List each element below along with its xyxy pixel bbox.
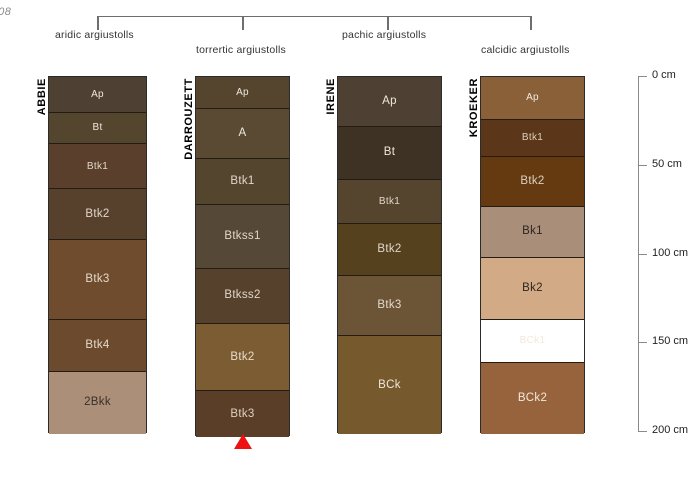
horizon-label: Btk3 bbox=[377, 299, 402, 312]
horizon-label: 2Bkk bbox=[84, 396, 111, 409]
depth-label-200: 200 cm bbox=[652, 424, 689, 436]
bracket-tick-calcidic bbox=[530, 16, 532, 30]
horizon-ap[interactable]: Ap bbox=[49, 77, 146, 113]
horizon-label: Btk2 bbox=[377, 243, 402, 256]
horizon-btk3[interactable]: Btk3 bbox=[49, 240, 146, 321]
depth-label-50: 50 cm bbox=[652, 157, 682, 170]
horizon-label: Ap bbox=[382, 95, 397, 108]
horizon-label: Btk2 bbox=[85, 207, 110, 220]
classification-label-aridic: aridic argiustolls bbox=[55, 29, 134, 41]
horizon-label: Ap bbox=[91, 88, 104, 100]
depth-label-100: 100 cm bbox=[652, 246, 689, 259]
profile-name-kroeker: KROEKER bbox=[468, 78, 480, 138]
soil-profile-darrouzett[interactable]: Ap A Btk1 Btkss1 Btkss2 Btk2 Btk3 bbox=[195, 76, 290, 438]
soil-profile-irene[interactable]: Ap Bt Btk1 Btk2 Btk3 BCk bbox=[337, 76, 442, 434]
horizon-label: Bt bbox=[92, 122, 103, 134]
horizon-btk3[interactable]: Btk3 bbox=[338, 275, 441, 337]
horizon-label: Btk2 bbox=[230, 350, 255, 363]
horizon-label: Btk2 bbox=[520, 174, 545, 187]
horizon-label: Bt bbox=[383, 146, 396, 159]
horizon-label: Btk1 bbox=[521, 132, 544, 144]
horizon-btk2[interactable]: Btk2 bbox=[196, 323, 289, 392]
depth-tick-150 bbox=[638, 342, 647, 344]
horizon-label: Btk1 bbox=[86, 160, 109, 172]
horizon-bck[interactable]: BCk bbox=[338, 336, 441, 434]
horizon-btk4[interactable]: Btk4 bbox=[49, 320, 146, 372]
horizon-bk2[interactable]: Bk2 bbox=[481, 258, 584, 321]
horizon-label: Btk3 bbox=[85, 273, 110, 286]
profile-name-abbie: ABBIE bbox=[36, 78, 48, 116]
classification-label-calcidic: calcidic argiustolls bbox=[481, 44, 570, 56]
horizon-bt[interactable]: Bt bbox=[338, 126, 441, 180]
horizon-2bkk[interactable]: 2Bkk bbox=[49, 371, 146, 434]
depth-label-150: 150 cm bbox=[652, 335, 689, 348]
horizon-btkss2[interactable]: Btkss2 bbox=[196, 268, 289, 324]
horizon-label: Btkss2 bbox=[224, 289, 261, 302]
horizon-a[interactable]: A bbox=[196, 108, 289, 159]
horizon-label: BCk2 bbox=[517, 391, 548, 404]
horizon-label: BCk1 bbox=[519, 335, 546, 347]
horizon-btk1[interactable]: Btk1 bbox=[49, 144, 146, 189]
horizon-bk1[interactable]: Bk1 bbox=[481, 206, 584, 259]
horizon-label: Btk4 bbox=[85, 339, 110, 352]
classification-label-pachic: pachic argiustolls bbox=[342, 29, 427, 41]
depth-tick-100 bbox=[638, 253, 647, 255]
bracket-tick-pachic bbox=[387, 16, 389, 30]
horizon-btk1[interactable]: Btk1 bbox=[196, 158, 289, 205]
horizon-btk3[interactable]: Btk3 bbox=[196, 391, 289, 438]
horizon-btk1[interactable]: Btk1 bbox=[481, 119, 584, 157]
horizon-label: A bbox=[238, 126, 247, 139]
horizon-label: Ap bbox=[526, 92, 539, 104]
horizon-label: Bk2 bbox=[522, 282, 543, 295]
profile-name-darrouzett: DARROUZETT bbox=[183, 78, 195, 160]
bracket-tick-torrertic bbox=[242, 16, 244, 30]
horizon-ap[interactable]: Ap bbox=[338, 77, 441, 127]
soil-profile-abbie[interactable]: Ap Bt Btk1 Btk2 Btk3 Btk4 2Bkk bbox=[48, 76, 147, 434]
depth-tick-0 bbox=[638, 76, 647, 78]
horizon-btk2[interactable]: Btk2 bbox=[481, 156, 584, 207]
horizon-label: Bk1 bbox=[522, 225, 543, 238]
bracket-horizontal-line bbox=[97, 16, 530, 17]
horizon-label: Ap bbox=[236, 86, 249, 98]
horizon-label: Btk1 bbox=[230, 174, 255, 187]
horizon-ap[interactable]: Ap bbox=[196, 77, 289, 109]
horizon-bck2[interactable]: BCk2 bbox=[481, 362, 584, 434]
horizon-label: Btkss1 bbox=[224, 229, 261, 242]
depth-label-0: 0 cm bbox=[652, 69, 676, 81]
horizon-btk2[interactable]: Btk2 bbox=[49, 188, 146, 241]
horizon-bck1[interactable]: BCk1 bbox=[481, 320, 584, 363]
horizon-btkss1[interactable]: Btkss1 bbox=[196, 204, 289, 269]
horizon-label: Btk3 bbox=[230, 407, 255, 420]
horizon-ap[interactable]: Ap bbox=[481, 77, 584, 120]
horizon-label: Btk1 bbox=[378, 196, 401, 208]
horizon-label: BCk bbox=[378, 378, 401, 391]
horizon-bt[interactable]: Bt bbox=[49, 112, 146, 145]
horizon-btk1[interactable]: Btk1 bbox=[338, 179, 441, 225]
depth-tick-50 bbox=[638, 164, 647, 166]
depth-tick-200 bbox=[638, 431, 647, 433]
corner-caption: -08 bbox=[0, 6, 12, 18]
horizon-btk2[interactable]: Btk2 bbox=[338, 224, 441, 276]
red-triangle-marker bbox=[233, 434, 252, 450]
bracket-tick-aridic bbox=[97, 16, 99, 30]
classification-label-torrertic: torrertic argiustolls bbox=[196, 44, 286, 56]
profile-name-irene: IRENE bbox=[325, 78, 337, 115]
soil-profile-kroeker[interactable]: Ap Btk1 Btk2 Bk1 Bk2 BCk1 BCk2 bbox=[480, 76, 585, 434]
